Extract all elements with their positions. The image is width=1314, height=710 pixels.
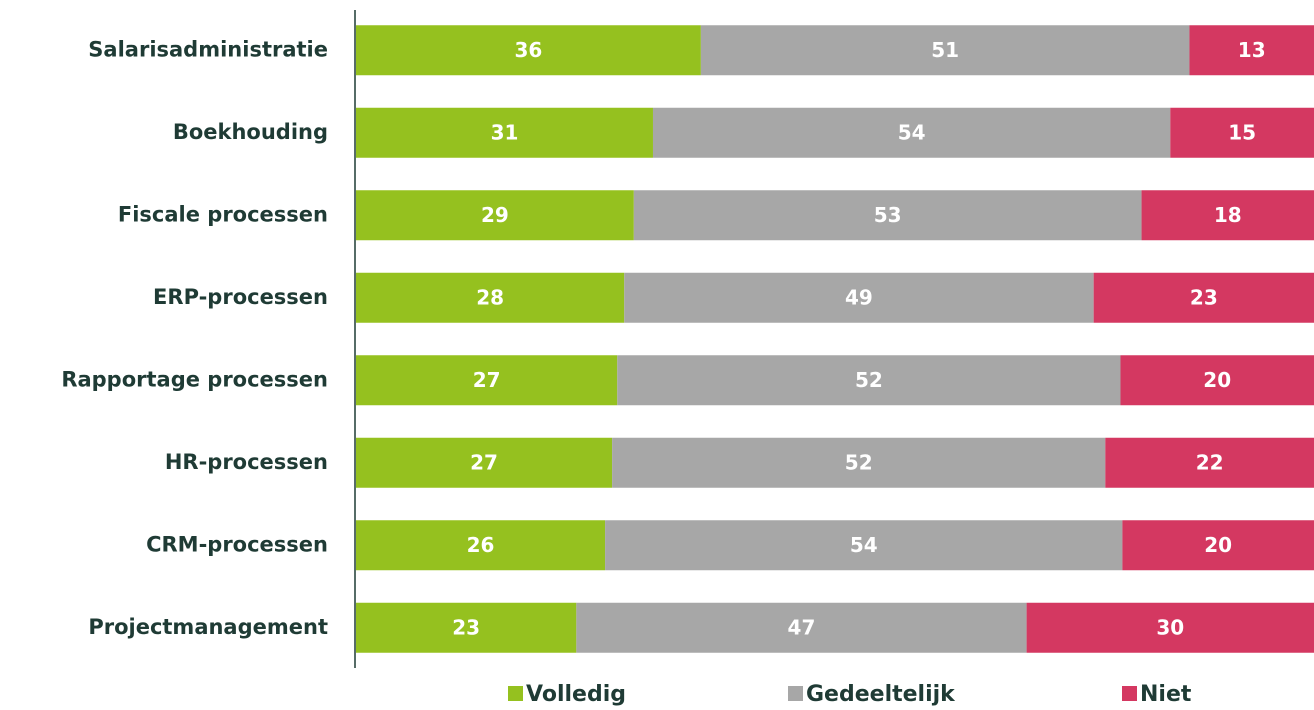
bar-segment	[356, 355, 618, 406]
bar-segment	[612, 437, 1106, 488]
value-label: 53	[874, 203, 902, 227]
value-label: 54	[850, 533, 878, 557]
legend-label: Volledig	[526, 682, 626, 707]
value-label: 20	[1204, 533, 1232, 557]
legend-label: Niet	[1140, 682, 1192, 707]
bar-segment	[356, 107, 653, 158]
value-label: 47	[788, 615, 816, 639]
bar-segment	[1105, 437, 1314, 488]
bar-segment	[356, 190, 634, 241]
category-label: Fiscale processen	[118, 202, 328, 226]
category-label: Boekhouding	[173, 120, 328, 144]
value-label: 18	[1214, 203, 1242, 227]
legend-label: Gedeeltelijk	[806, 682, 956, 707]
value-label: 49	[845, 285, 873, 309]
bar-segment	[1120, 355, 1314, 406]
bar-segment	[1122, 520, 1314, 571]
category-label: HR-processen	[165, 450, 328, 474]
value-label: 36	[515, 38, 543, 62]
bar-segment	[1141, 190, 1314, 241]
legend-swatch	[508, 686, 523, 701]
value-label: 29	[481, 203, 509, 227]
value-label: 20	[1203, 368, 1231, 392]
bar-segment	[1170, 107, 1314, 158]
bar-segment	[700, 25, 1190, 76]
value-label: 54	[898, 120, 926, 144]
category-label: Rapportage processen	[61, 367, 328, 391]
bar-segment	[652, 107, 1171, 158]
category-label: Projectmanagement	[88, 615, 328, 639]
bar-segment	[1093, 272, 1314, 323]
legend-swatch	[1122, 686, 1137, 701]
bar-segment	[356, 520, 606, 571]
value-label: 27	[473, 368, 501, 392]
bar-segment	[1026, 602, 1314, 653]
category-label: ERP-processen	[153, 285, 328, 309]
bar-segment	[1189, 25, 1314, 76]
bar-segment	[356, 25, 701, 76]
bar-segment	[624, 272, 1094, 323]
value-label: 23	[452, 615, 480, 639]
value-label: 28	[476, 285, 504, 309]
value-label: 22	[1196, 450, 1224, 474]
value-label: 23	[1190, 285, 1218, 309]
legend-swatch	[788, 686, 803, 701]
value-label: 31	[491, 120, 519, 144]
value-label: 30	[1156, 615, 1184, 639]
bar-segment	[617, 355, 1121, 406]
category-label: Salarisadministratie	[88, 37, 328, 61]
bar-segment	[576, 602, 1027, 653]
value-label: 27	[470, 450, 498, 474]
value-label: 26	[467, 533, 495, 557]
bar-segment	[356, 602, 577, 653]
bar-segment	[356, 437, 613, 488]
bar-segment	[605, 520, 1123, 571]
value-label: 15	[1228, 120, 1256, 144]
value-label: 13	[1238, 38, 1266, 62]
category-label: CRM-processen	[146, 532, 328, 556]
value-label: 52	[855, 368, 883, 392]
bar-segment	[633, 190, 1142, 241]
bar-segment	[356, 272, 625, 323]
value-label: 52	[845, 450, 873, 474]
value-label: 51	[931, 38, 959, 62]
